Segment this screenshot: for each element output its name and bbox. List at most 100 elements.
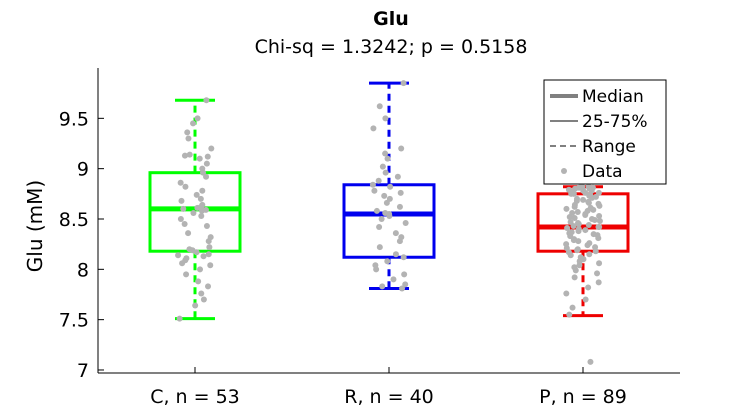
y-tick-label: 8.5	[59, 209, 89, 231]
data-point	[586, 240, 593, 247]
data-point	[595, 189, 602, 196]
data-point	[381, 192, 388, 199]
data-point	[582, 296, 589, 303]
data-point	[400, 80, 407, 87]
data-point	[575, 226, 582, 233]
data-point	[587, 358, 594, 365]
data-point	[205, 283, 212, 290]
data-point	[382, 169, 389, 176]
data-point	[376, 224, 383, 231]
data-point	[566, 311, 573, 318]
data-point	[190, 209, 197, 216]
data-point	[203, 223, 210, 230]
data-point	[197, 266, 204, 273]
data-point	[402, 220, 409, 227]
legend-label: Range	[582, 137, 636, 157]
data-point	[565, 186, 572, 193]
data-point	[398, 234, 405, 241]
data-point	[402, 281, 409, 288]
data-point	[205, 251, 212, 258]
data-point	[569, 304, 576, 311]
data-point	[397, 189, 404, 196]
data-point	[582, 227, 589, 234]
data-point	[183, 255, 190, 262]
legend-label: Median	[582, 87, 644, 107]
iqr-box	[342, 183, 436, 259]
data-point	[200, 296, 207, 303]
data-point	[596, 260, 603, 267]
data-point	[195, 278, 202, 285]
data-point	[569, 209, 576, 216]
data-point	[386, 195, 393, 202]
data-point	[575, 220, 582, 227]
data-point	[574, 246, 581, 253]
data-point	[571, 214, 578, 221]
data-point	[585, 183, 592, 190]
data-point	[568, 229, 575, 236]
legend-label: Data	[582, 162, 623, 182]
data-point	[384, 155, 391, 162]
data-point	[596, 218, 603, 225]
data-point	[376, 244, 383, 251]
data-point	[370, 125, 377, 132]
data-point	[563, 241, 570, 248]
data-point	[372, 262, 379, 269]
data-point	[375, 177, 382, 184]
data-point	[206, 244, 213, 251]
data-point	[175, 252, 182, 259]
data-point	[180, 205, 187, 212]
data-point	[382, 209, 389, 216]
data-point	[190, 120, 197, 127]
data-point	[400, 254, 407, 261]
data-point	[592, 244, 599, 251]
data-point	[585, 222, 592, 229]
y-tick-label: 8	[77, 259, 89, 281]
chart-subtitle: Chi-sq = 1.3242; p = 0.5158	[255, 36, 528, 58]
y-tick-label: 7.5	[59, 310, 89, 332]
data-point	[178, 197, 185, 204]
data-point	[376, 103, 383, 110]
data-point	[587, 204, 594, 211]
data-point	[199, 165, 206, 172]
data-point	[198, 212, 205, 219]
chart-title: Glu	[373, 8, 409, 30]
data-point	[396, 203, 403, 210]
legend-marker-data	[561, 168, 567, 174]
x-tick-label: C, n = 53	[150, 386, 240, 408]
data-point	[567, 219, 574, 226]
data-point	[199, 187, 206, 194]
data-point	[185, 135, 192, 142]
data-point	[563, 205, 570, 212]
data-point	[596, 212, 603, 219]
data-point	[401, 271, 408, 278]
data-point	[176, 315, 183, 322]
data-point	[571, 264, 578, 271]
data-point	[203, 97, 210, 104]
data-point	[185, 230, 192, 237]
data-point	[192, 302, 199, 309]
y-tick-label: 9.5	[59, 108, 89, 130]
data-point	[382, 150, 389, 157]
data-point	[373, 207, 380, 214]
data-point	[371, 187, 378, 194]
data-point	[390, 276, 397, 283]
data-point	[193, 191, 200, 198]
data-point	[398, 145, 405, 152]
data-point	[595, 279, 602, 286]
data-point	[596, 224, 603, 231]
data-point	[182, 183, 189, 190]
data-point	[580, 196, 587, 203]
data-point	[207, 262, 214, 269]
data-point	[588, 215, 595, 222]
data-point	[203, 160, 210, 167]
data-point	[207, 234, 214, 241]
data-point	[590, 231, 597, 238]
data-point	[378, 215, 385, 222]
data-point	[571, 274, 578, 281]
legend: Median 25-75% Range Data	[543, 79, 667, 185]
data-point	[392, 251, 399, 258]
data-point	[382, 115, 389, 122]
data-point	[573, 195, 580, 202]
data-point	[384, 258, 391, 265]
